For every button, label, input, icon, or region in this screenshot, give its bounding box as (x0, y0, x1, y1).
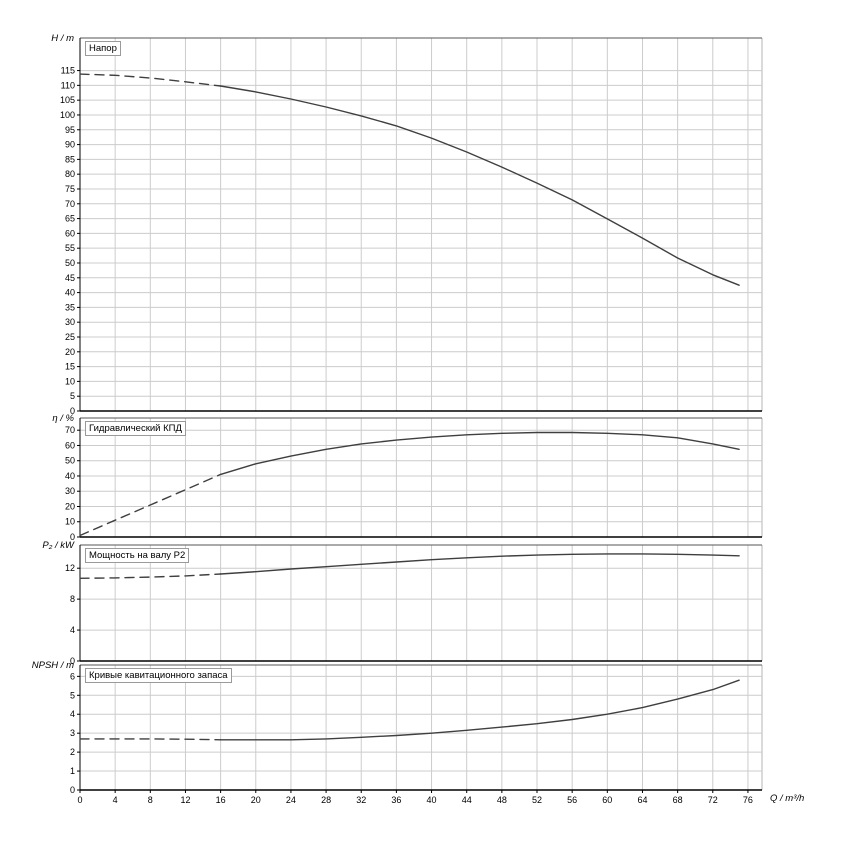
xtick-label: 4 (113, 795, 118, 805)
head-ytick-label: 35 (65, 302, 75, 312)
power-curve-solid (219, 553, 740, 575)
head-ytick-label: 25 (65, 332, 75, 342)
head-ytick-label: 90 (65, 140, 75, 150)
xtick-label: 12 (180, 795, 190, 805)
npsh-ytick-label: 0 (70, 785, 75, 795)
xtick-label: 44 (462, 795, 472, 805)
xtick-label: 28 (321, 795, 331, 805)
npsh-curve-solid (219, 679, 740, 741)
xtick-label: 0 (77, 795, 82, 805)
head-ytick-label: 55 (65, 243, 75, 253)
xtick-label: 8 (148, 795, 153, 805)
xtick-label: 40 (427, 795, 437, 805)
npsh-axis-unit-label: NPSH / m (31, 660, 74, 671)
head-ytick-label: 80 (65, 169, 75, 179)
head-panel-title: Напор (85, 41, 121, 56)
head-axis-unit-label: H / m (51, 33, 74, 44)
head-ytick-label: 40 (65, 288, 75, 298)
head-ytick-label: 45 (65, 273, 75, 283)
xtick-label: 20 (251, 795, 261, 805)
head-ytick-label: 60 (65, 228, 75, 238)
head-ytick-label: 110 (61, 80, 75, 90)
panel-head: 0 5 10 15 20 25 30 35 40 45 50 55 60 65 70 75 80 85 90 95 10… (60, 37, 763, 416)
xtick-label: 56 (567, 795, 577, 805)
head-curve-dashed (79, 73, 222, 87)
power-curve-dashed (79, 573, 222, 579)
panel-npsh: 0 1 2 3 4 5 6 (70, 664, 763, 795)
efficiency-panel-title: Гидравлический КПД (85, 421, 186, 436)
xtick-label: 24 (286, 795, 296, 805)
head-ytick-label: 0 (70, 406, 75, 416)
head-ytick-label: 70 (65, 199, 75, 209)
xtick-label: 36 (391, 795, 401, 805)
npsh-ytick-label: 3 (70, 728, 75, 738)
head-ytick-label: 15 (65, 362, 75, 372)
head-ytick-label: 85 (65, 154, 75, 164)
power-ytick-label: 0 (70, 656, 75, 666)
head-ytick-label: 10 (65, 376, 75, 386)
xtick-label: 72 (708, 795, 718, 805)
power-ytick-label: 4 (70, 625, 75, 635)
head-ytick-label: 50 (65, 258, 75, 268)
xtick-label: 60 (602, 795, 612, 805)
efficiency-ytick-label: 30 (65, 486, 75, 496)
efficiency-curve-dashed (79, 473, 222, 537)
npsh-panel-title: Кривые кавитационного запаса (85, 668, 232, 683)
efficiency-ytick-label: 40 (65, 471, 75, 481)
power-panel-title: Мощность на валу P2 (85, 548, 190, 563)
npsh-curve-dashed (79, 738, 222, 741)
efficiency-ytick-label: 20 (65, 501, 75, 511)
head-ytick-label: 75 (65, 184, 75, 194)
efficiency-curve-solid (219, 431, 740, 476)
head-ytick-label: 5 (70, 391, 75, 401)
efficiency-ytick-label: 50 (65, 456, 75, 466)
npsh-ytick-label: 4 (70, 709, 75, 719)
head-ytick-label: 65 (65, 214, 75, 224)
head-ytick-label: 105 (60, 95, 75, 105)
xtick-label: 68 (673, 795, 683, 805)
npsh-ytick-label: 2 (70, 747, 75, 757)
npsh-ytick-label: 6 (70, 671, 75, 681)
efficiency-ytick-label: 10 (65, 517, 75, 527)
xtick-label: 64 (637, 795, 647, 805)
head-ytick-label: 95 (65, 125, 75, 135)
panel-efficiency: 0 10 20 30 40 50 60 70 (65, 417, 763, 542)
npsh-ytick-label: 1 (70, 766, 75, 776)
head-ytick-label: 100 (60, 110, 75, 120)
xtick-label: 16 (216, 795, 226, 805)
efficiency-ytick-label: 0 (70, 532, 75, 542)
xtick-label: 32 (356, 795, 366, 805)
xtick-label: 48 (497, 795, 507, 805)
efficiency-axis-unit-label: η / % (52, 413, 74, 424)
head-curve-solid (219, 85, 740, 286)
power-axis-unit-label: P₂ / kW (42, 540, 74, 551)
head-ytick-label: 30 (65, 317, 75, 327)
xtick-label: 76 (743, 795, 753, 805)
npsh-ytick-label: 5 (70, 690, 75, 700)
xtick-label: 52 (532, 795, 542, 805)
x-axis-unit-label: Q / m³/h (770, 793, 805, 804)
efficiency-ytick-label: 70 (65, 425, 75, 435)
efficiency-ytick-label: 60 (65, 440, 75, 450)
head-ytick-label: 20 (65, 347, 75, 357)
head-ytick-label: 115 (61, 66, 75, 76)
x-axis-ticks: 0 4 8 12 16 20 24 28 32 36 40 44 48 52 56 60 64 68 72 76 (77, 790, 753, 805)
power-ytick-label: 12 (65, 563, 75, 573)
panel-power: 0 4 8 12 (65, 544, 763, 666)
power-ytick-label: 8 (70, 594, 75, 604)
